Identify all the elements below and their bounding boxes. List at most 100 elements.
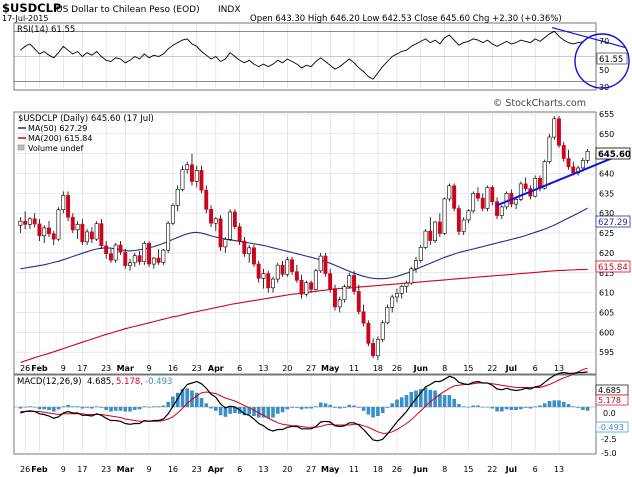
macd-histogram-bar (442, 395, 447, 407)
macd-histogram-bar (28, 406, 32, 408)
candle-body (151, 257, 156, 265)
price-axis-tick: 620 (599, 249, 614, 258)
candle-body (37, 223, 42, 237)
candle-body (556, 118, 561, 146)
x-axis-label: 8 (442, 364, 447, 373)
x-axis-label-bottom: 15 (463, 465, 473, 474)
macd-histogram-bar (338, 407, 342, 409)
candle-body (299, 279, 304, 295)
macd-histogram-bar (285, 407, 290, 410)
macd-histogram-bar (42, 407, 46, 410)
x-axis-label: 13 (554, 364, 564, 373)
macd-histogram-bar (166, 401, 170, 408)
macd-histogram-bar (509, 407, 514, 410)
candle-body (471, 193, 476, 212)
rsi-level-70: 70 (599, 37, 609, 46)
candle-body (390, 296, 395, 308)
candle-body (56, 209, 61, 240)
candle-body (280, 264, 285, 275)
macd-line (20, 371, 588, 442)
candle-body (218, 218, 223, 248)
macd-histogram-bar (523, 407, 528, 408)
candle-body (318, 255, 323, 272)
macd-histogram-bar (56, 407, 61, 410)
candle-body (85, 231, 90, 243)
macd-histogram-bar (204, 403, 209, 408)
x-axis-label-bottom: 9 (147, 465, 152, 474)
macd-histogram-bar (361, 407, 366, 411)
x-axis-labels-bottom: 26 Feb 9 17 23 Mar 9 16 23 Apr 6 13 20 27 May 11 18 26 Jun… (20, 465, 564, 474)
candle-body (75, 224, 80, 231)
candle-body (228, 211, 232, 240)
x-axis-label-bottom: 27 (306, 465, 316, 474)
candle-body (170, 205, 175, 224)
x-axis-label-bottom: 23 (101, 465, 111, 474)
macd-histogram-bar (466, 407, 471, 408)
macd-histogram-bar (490, 407, 495, 409)
price-axis-tick: 600 (599, 328, 614, 337)
price-layer (18, 115, 629, 364)
candle-body (128, 262, 132, 266)
candle-body (456, 208, 461, 232)
macd-histogram-bar (266, 407, 271, 419)
macd-histogram-bar (380, 407, 385, 413)
macd-histogram-bar (519, 407, 523, 410)
candle-body (118, 244, 123, 253)
macd-histogram-bar (457, 404, 461, 407)
candle-body (209, 209, 213, 224)
x-axis-label-bottom: 13 (554, 465, 564, 474)
macd-histogram-bar (171, 396, 175, 407)
macd-histogram-bar (399, 397, 404, 408)
macd-histogram-bar (256, 407, 261, 418)
macd-histogram-bar (80, 407, 85, 409)
price-axis-tick: 610 (599, 289, 614, 298)
macd-histogram-bar (71, 406, 75, 408)
x-axis-label-bottom: 26 (392, 465, 402, 474)
macd-histogram-bar (152, 406, 156, 408)
macd-histogram-bar (223, 407, 228, 417)
macd-histogram-bar (299, 407, 304, 410)
quote-summary: Open 643.30 High 646.20 Low 642.53 Close… (250, 14, 562, 24)
x-axis-label-bottom: May (321, 465, 340, 474)
candle-body (533, 178, 538, 197)
exchange-label: INDX (218, 5, 240, 15)
candle-body (385, 306, 390, 324)
macd-histogram-bar (66, 404, 70, 408)
macd-histogram-bar (323, 403, 328, 408)
candle-body (185, 164, 190, 170)
macd-panel-frame (13, 374, 597, 455)
candle-body (199, 170, 204, 191)
macd-histogram-bar (118, 407, 123, 411)
candle-body (18, 220, 23, 226)
macd-histogram-bar (533, 406, 537, 408)
price-legend-label: $USDCLP (Daily) 645.60 (17 Jul) (18, 114, 154, 124)
candle-body (423, 230, 428, 248)
candle-body (32, 218, 37, 225)
x-axis-label: 23 (192, 364, 202, 373)
macd-histogram-bar (395, 399, 399, 407)
axis-layer: 595600605610615620625630635640645650655 (599, 110, 614, 357)
macd-histogram-bar (366, 407, 371, 415)
macd-histogram-bar (247, 407, 251, 415)
macd-histogram-bar (333, 407, 337, 408)
signal-tag-text: 5.178 (598, 396, 621, 405)
macd-histogram-bar (471, 405, 475, 407)
candle-body (585, 151, 590, 161)
candle-body (247, 247, 252, 255)
macd-histogram-bar (85, 407, 89, 408)
candle-body (413, 260, 418, 270)
candle-body (132, 255, 137, 264)
candle-body (566, 158, 571, 168)
macd-histogram-bar (438, 394, 442, 408)
x-axis-label: 18 (373, 364, 383, 373)
candle-body (542, 161, 547, 189)
x-axis-label-bottom: Jul (505, 465, 518, 474)
x-axis-label-bottom: Jun (413, 465, 429, 474)
macd-histogram-bar (376, 407, 380, 416)
rsi-layer (14, 26, 627, 83)
candle-body (313, 270, 318, 290)
x-axis-label: 22 (487, 364, 497, 373)
ma50-tag (595, 215, 631, 228)
macd-histogram-bar (99, 407, 104, 408)
candle-body (447, 185, 452, 200)
